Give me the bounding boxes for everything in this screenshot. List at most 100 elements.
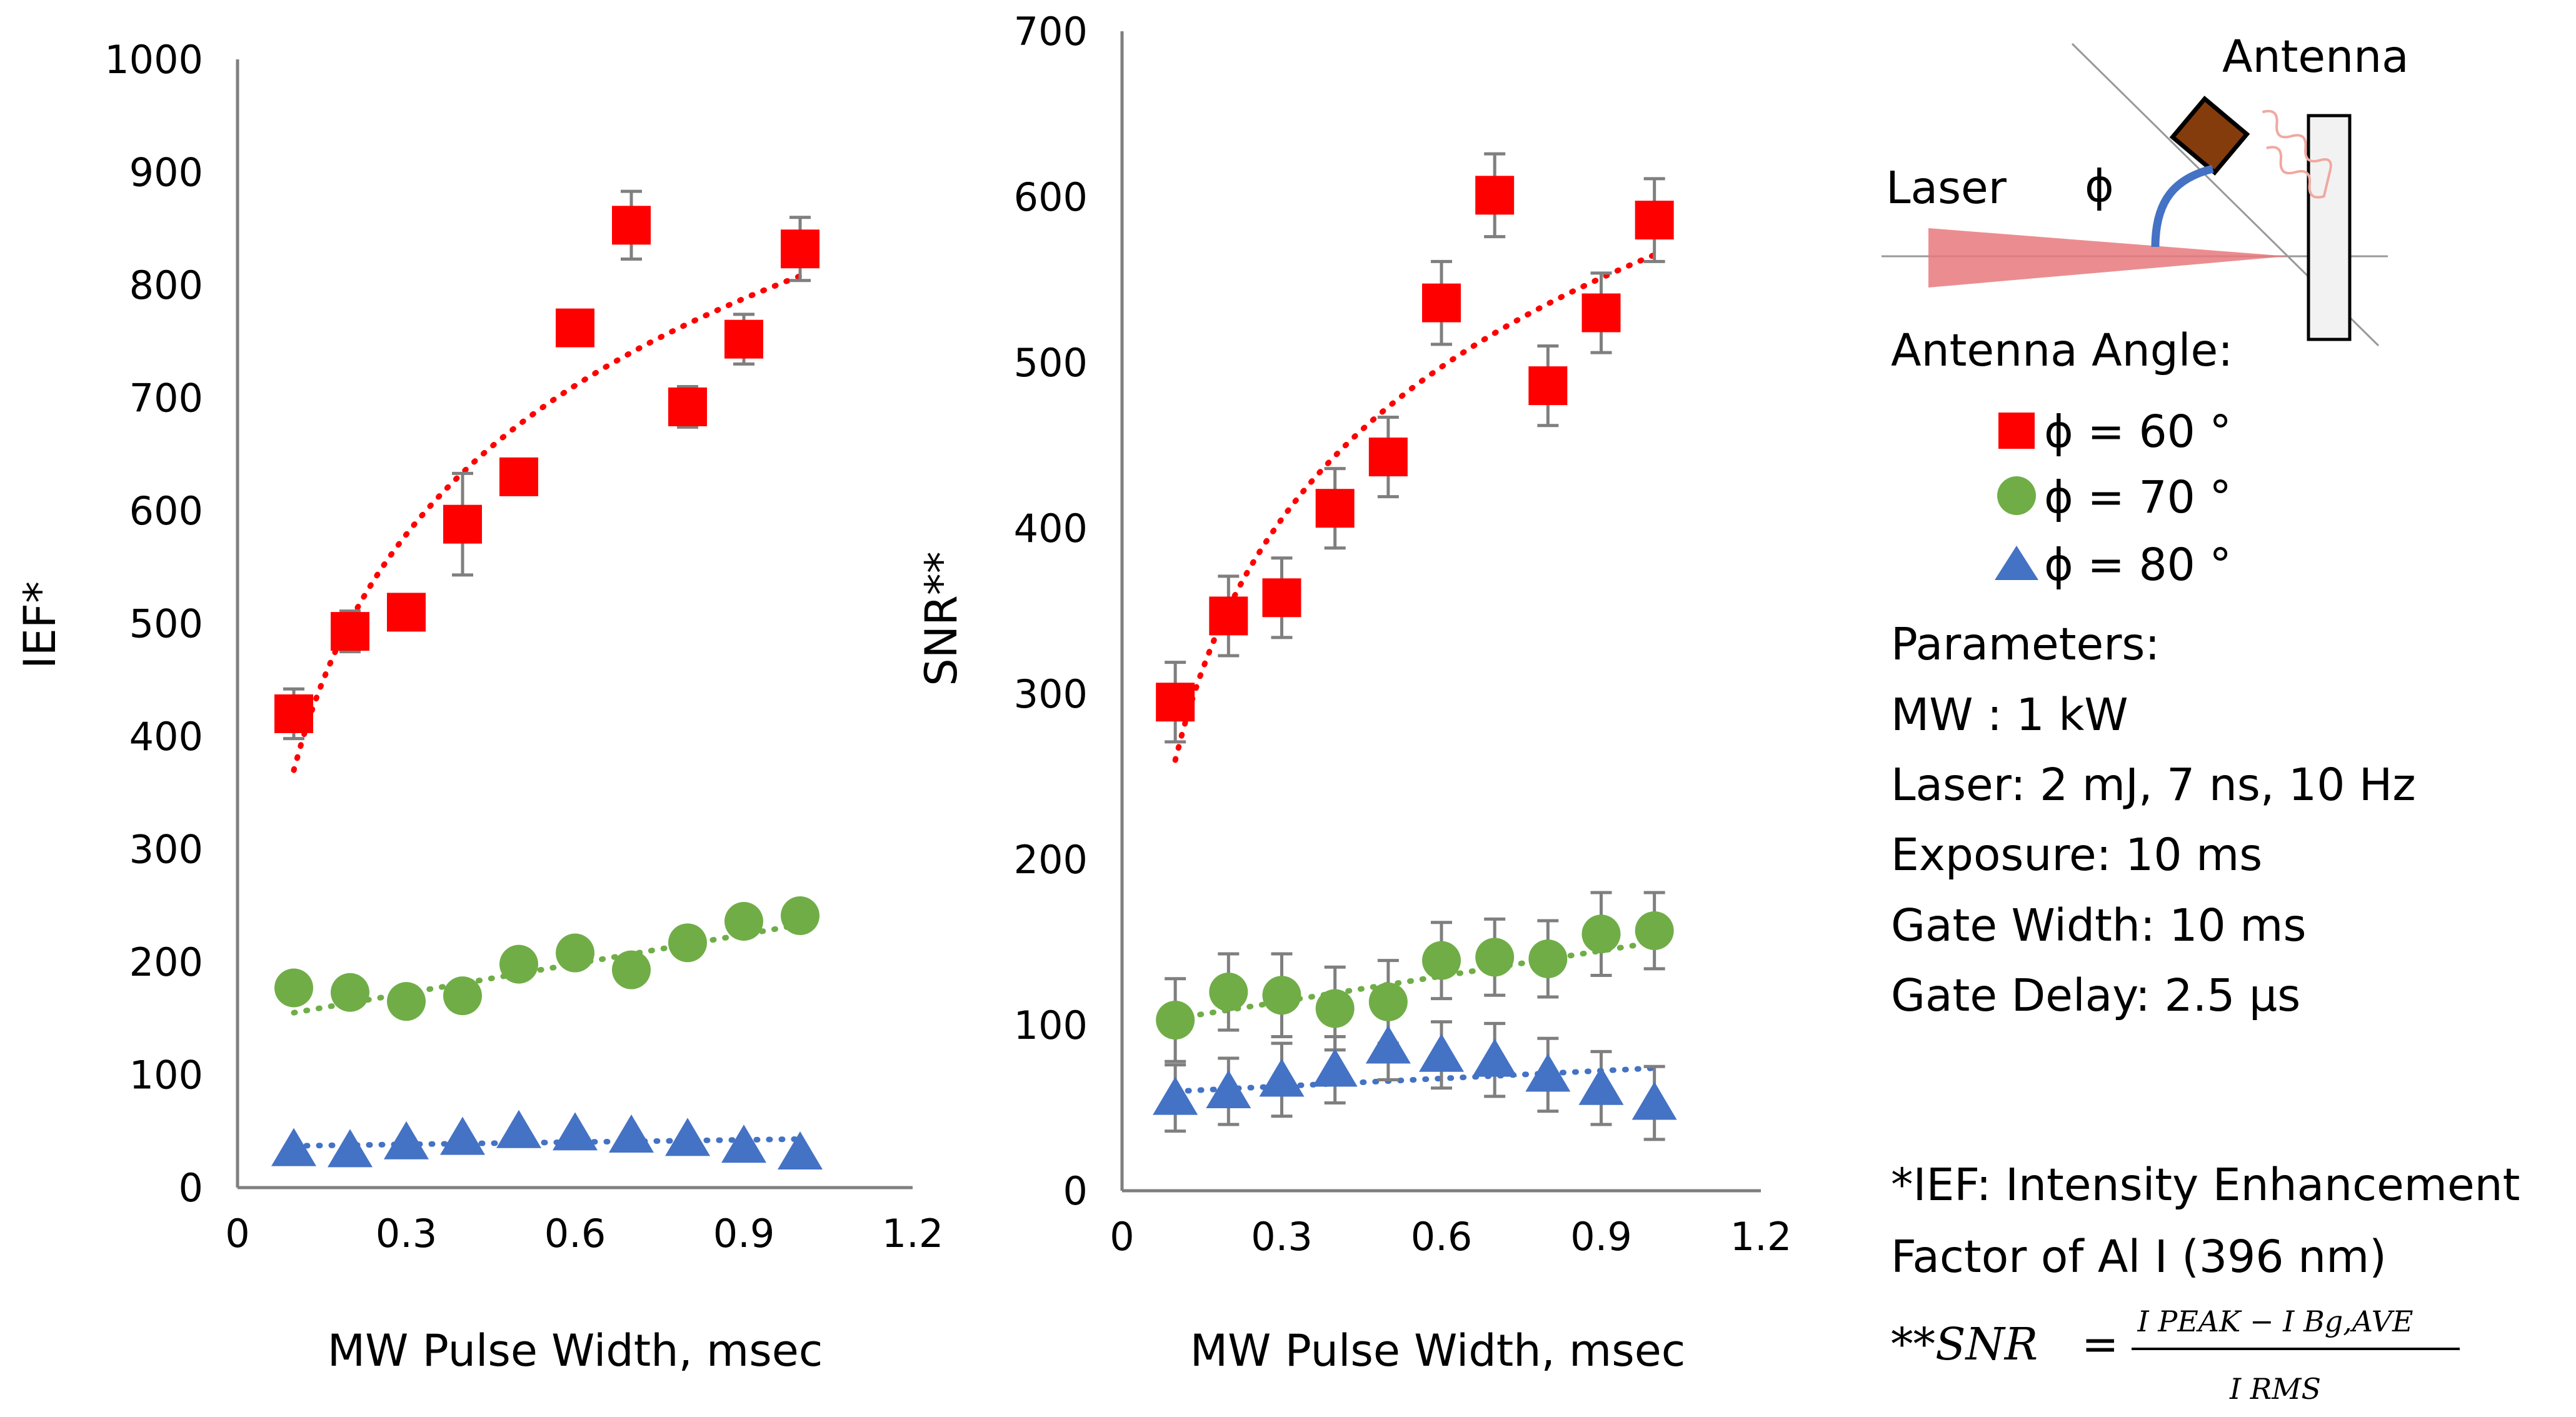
data-point-triangle (665, 1118, 710, 1156)
x-tick-label: 0.6 (1411, 1214, 1473, 1259)
data-points (271, 206, 823, 1170)
parameters-title: Parameters: (1891, 618, 2160, 670)
ief-footnote: *IEF: Intensity Enhancement (1891, 1159, 2520, 1211)
y-tick-label: 800 (129, 263, 203, 308)
parameter-line: Exposure: 10 ms (1891, 829, 2262, 881)
trendline (291, 921, 803, 1016)
data-point-square (1422, 283, 1461, 323)
microwave-wave-icon (2262, 109, 2332, 199)
data-point-triangle (1259, 1058, 1305, 1097)
parameter-line: Laser: 2 mJ, 7 ns, 10 Hz (1891, 759, 2416, 811)
x-tick-label: 0 (225, 1211, 249, 1256)
laser-beam (1928, 228, 2288, 288)
y-tick-label: 600 (1014, 174, 1088, 220)
data-point-square (1262, 578, 1301, 618)
laser-label: Laser (1886, 162, 2007, 214)
trendline (1172, 939, 1658, 1021)
trendlines (1172, 252, 1658, 1094)
trendlines (291, 273, 803, 1149)
setup-diagram: Antenna Laser ϕ (1882, 31, 2409, 347)
y-tick-label: 300 (1014, 671, 1088, 717)
data-point-circle (1315, 989, 1355, 1028)
y-tick-label: 500 (1014, 340, 1088, 386)
x-tick-label: 0 (1110, 1214, 1134, 1259)
x-tick-labels: 0 0.3 0.6 0.9 1.2 (1110, 1214, 1792, 1259)
data-point-circle (1528, 939, 1568, 978)
y-tick-label: 700 (129, 376, 203, 421)
x-tick-label: 0.9 (713, 1211, 775, 1256)
legend-circle-icon (1997, 476, 2036, 515)
data-point-square (668, 387, 707, 426)
y-tick-label: 1000 (104, 37, 203, 83)
trendline (291, 273, 803, 773)
antenna-icon (2169, 96, 2250, 176)
y-axis-title: IEF* (14, 581, 66, 669)
data-point-circle (331, 973, 369, 1012)
data-point-circle (387, 982, 426, 1021)
data-point-triangle (1578, 1066, 1624, 1105)
sample-target (2307, 114, 2352, 341)
y-tick-labels: 0 100 200 300 400 500 600 700 (1014, 9, 1088, 1214)
data-point-square (1635, 201, 1674, 240)
data-point-square (1368, 438, 1408, 477)
y-tick-label: 0 (179, 1165, 203, 1211)
data-point-square (499, 457, 538, 496)
data-point-square (443, 504, 482, 544)
x-tick-label: 1.2 (1730, 1214, 1792, 1259)
y-tick-labels: 0 100 200 300 400 500 600 700 800 900 1000 (104, 37, 203, 1211)
footnotes: *IEF: Intensity Enhancement Factor of Al… (1891, 1159, 2520, 1406)
legend-square-icon (1998, 413, 2035, 449)
parameter-line: MW : 1 kW (1891, 689, 2128, 741)
data-points (1153, 176, 1677, 1120)
data-point-circle (274, 968, 313, 1008)
x-axis-title: MW Pulse Width, msec (328, 1325, 823, 1376)
data-point-circle (1422, 941, 1461, 980)
data-point-square (331, 612, 369, 651)
data-point-triangle (1419, 1033, 1464, 1072)
y-tick-label: 400 (129, 714, 203, 759)
data-point-circle (612, 950, 651, 989)
data-point-triangle (1206, 1070, 1251, 1108)
y-tick-label: 600 (129, 488, 203, 534)
data-point-square (781, 229, 819, 269)
data-point-circle (1368, 982, 1408, 1021)
trendline (1172, 1065, 1658, 1094)
data-point-square (724, 319, 763, 359)
parameter-line: Gate Width: 10 ms (1891, 899, 2306, 951)
data-point-triangle (1153, 1076, 1198, 1115)
angle-arc (2151, 164, 2214, 248)
x-tick-label: 0.9 (1570, 1214, 1632, 1259)
legend-title: Antenna Angle: (1891, 324, 2233, 376)
data-point-circle (668, 923, 707, 963)
snr-formula-numerator: I PEAK − I Bg,AVE (2137, 1304, 2413, 1338)
snr-chart: 0 100 200 300 400 500 600 700 0 0.3 0.6 0.9 1.2 MW … (916, 9, 1792, 1376)
data-point-circle (781, 896, 819, 935)
snr-formula-equals: = (2082, 1318, 2119, 1370)
data-point-triangle (384, 1121, 429, 1159)
y-tick-label: 100 (129, 1053, 203, 1098)
x-tick-label: 0.3 (1251, 1214, 1313, 1259)
y-tick-label: 900 (129, 150, 203, 196)
data-point-square (1315, 489, 1355, 528)
data-point-circle (1581, 914, 1621, 954)
data-point-triangle (609, 1114, 654, 1153)
data-point-square (1209, 596, 1248, 636)
data-point-circle (1262, 976, 1301, 1015)
y-tick-label: 0 (1063, 1168, 1088, 1214)
data-point-circle (499, 944, 538, 984)
data-point-triangle (778, 1131, 823, 1170)
snr-formula-label: **SNR (1891, 1318, 2038, 1370)
legend-item-80: ϕ = 80 ° (2044, 539, 2232, 591)
y-tick-label: 500 (129, 601, 203, 647)
antenna-label: Antenna (2222, 31, 2409, 83)
data-point-square (556, 308, 594, 348)
x-axis-title: MW Pulse Width, msec (1190, 1325, 1686, 1376)
error-bars (283, 189, 811, 741)
ief-footnote-cont: Factor of Al I (396 nm) (1891, 1231, 2387, 1283)
x-tick-label: 0.6 (544, 1211, 606, 1256)
legend-triangle-icon (1995, 546, 2038, 580)
data-point-triangle (1472, 1038, 1518, 1077)
data-point-circle (443, 976, 482, 1016)
y-tick-label: 300 (129, 827, 203, 873)
